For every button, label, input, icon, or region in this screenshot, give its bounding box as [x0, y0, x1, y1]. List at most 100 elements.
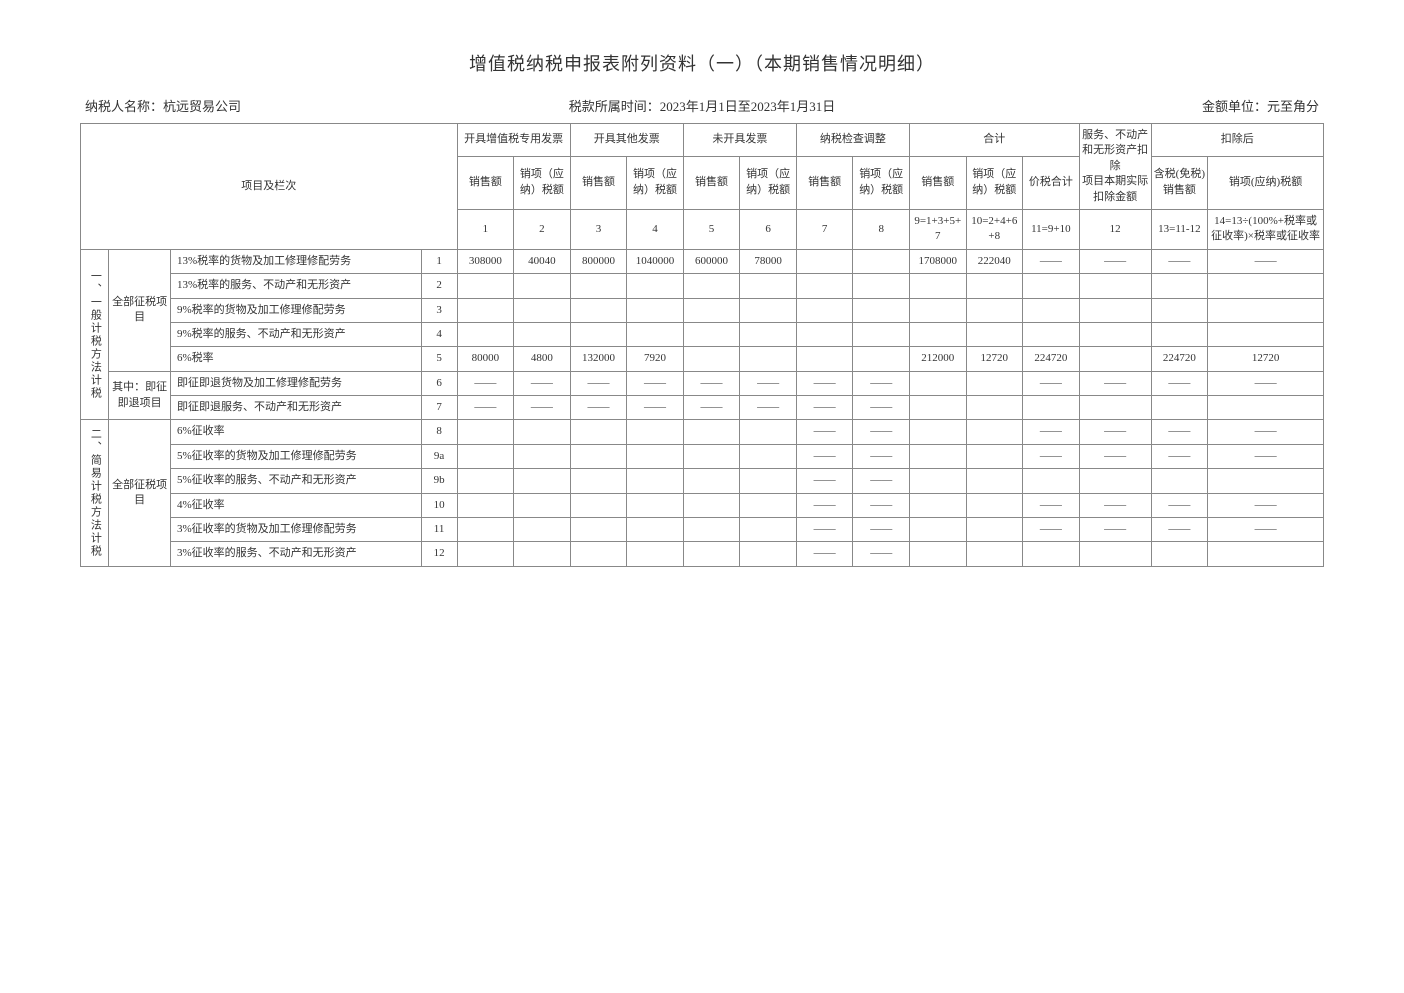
sales-h2: 销售额	[570, 156, 627, 209]
cell	[1151, 274, 1208, 298]
cell: ——	[796, 444, 853, 468]
row-num: 1	[421, 249, 457, 273]
cell	[1079, 322, 1151, 346]
table-row: 其中：即征即退项目 即征即退货物及加工修理修配劳务 6 ————————————…	[81, 371, 1324, 395]
cell: ——	[796, 420, 853, 444]
table-row: 9%税率的服务、不动产和无形资产 4	[81, 322, 1324, 346]
unit-info: 金额单位：元至角分	[908, 96, 1319, 115]
table-row: 一、一般计税方法计税 全部征税项目 13%税率的货物及加工修理修配劳务 1 30…	[81, 249, 1324, 273]
f1: 1	[457, 209, 514, 249]
f10: 10=2+4+6+8	[966, 209, 1023, 249]
cell: ——	[853, 493, 910, 517]
tax-h5: 销项（应纳）税额	[966, 156, 1023, 209]
cell	[683, 322, 740, 346]
cell	[683, 469, 740, 493]
f3: 3	[570, 209, 627, 249]
row-desc: 5%征收率的服务、不动产和无形资产	[170, 469, 421, 493]
cell: ——	[1079, 371, 1151, 395]
cell	[966, 444, 1023, 468]
cell	[740, 542, 797, 566]
tax-h1: 销项（应纳）税额	[514, 156, 571, 209]
f9: 9=1+3+5+7	[909, 209, 966, 249]
row-desc: 即征即退货物及加工修理修配劳务	[170, 371, 421, 395]
cell	[570, 420, 627, 444]
cell	[457, 518, 514, 542]
table-row: 6%税率 5 800004800132000792021200012720224…	[81, 347, 1324, 371]
cell	[514, 542, 571, 566]
cell: ——	[796, 396, 853, 420]
cell	[853, 249, 910, 273]
cell	[909, 444, 966, 468]
cell: ——	[853, 444, 910, 468]
cell	[1151, 542, 1208, 566]
section1-sub2: 其中：即征即退项目	[109, 371, 171, 420]
cell	[966, 542, 1023, 566]
cell: ——	[627, 396, 684, 420]
cell	[514, 518, 571, 542]
cell	[740, 518, 797, 542]
cell: ——	[1023, 420, 1080, 444]
group7-header: 扣除后	[1151, 124, 1323, 157]
cell	[1023, 542, 1080, 566]
sales-h5: 销售额	[909, 156, 966, 209]
cell: ——	[796, 469, 853, 493]
cell: ——	[853, 371, 910, 395]
f6: 6	[740, 209, 797, 249]
cell	[909, 542, 966, 566]
cell	[1208, 542, 1324, 566]
cell: ——	[627, 371, 684, 395]
cell	[683, 518, 740, 542]
cell: ——	[570, 371, 627, 395]
cell	[909, 420, 966, 444]
row-desc: 3%征收率的服务、不动产和无形资产	[170, 542, 421, 566]
f12: 12	[1079, 209, 1151, 249]
period-label: 税款所属时间：	[569, 99, 660, 114]
cell	[966, 469, 1023, 493]
f8: 8	[853, 209, 910, 249]
deduct-header-text: 服务、不动产和无形资产扣除	[1082, 129, 1148, 172]
cell: ——	[1023, 493, 1080, 517]
cell: 7920	[627, 347, 684, 371]
row-desc: 13%税率的货物及加工修理修配劳务	[170, 249, 421, 273]
cell	[1023, 322, 1080, 346]
cell: 308000	[457, 249, 514, 273]
section2-label: 二、简易计税方法计税	[81, 420, 109, 566]
cell: ——	[853, 469, 910, 493]
cell	[740, 274, 797, 298]
cell	[683, 347, 740, 371]
cell: ——	[853, 396, 910, 420]
cell: ——	[514, 396, 571, 420]
row-desc: 3%征收率的货物及加工修理修配劳务	[170, 518, 421, 542]
cell: 224720	[1151, 347, 1208, 371]
f5: 5	[683, 209, 740, 249]
cell	[909, 274, 966, 298]
cell	[853, 298, 910, 322]
cell	[909, 469, 966, 493]
cell: ——	[853, 420, 910, 444]
cell: 800000	[570, 249, 627, 273]
sales-h3: 销售额	[683, 156, 740, 209]
item-col-header: 项目及栏次	[81, 124, 458, 250]
group4-header: 纳税检查调整	[796, 124, 909, 157]
cell	[570, 322, 627, 346]
table-row: 3%征收率的货物及加工修理修配劳务 11 ————————————	[81, 518, 1324, 542]
cell	[1151, 322, 1208, 346]
cell	[909, 371, 966, 395]
cell	[1208, 469, 1324, 493]
cell	[1079, 274, 1151, 298]
cell	[457, 274, 514, 298]
cell: 12720	[1208, 347, 1324, 371]
table-row: 即征即退服务、不动产和无形资产 7 ————————————————	[81, 396, 1324, 420]
cell	[853, 322, 910, 346]
cell: ——	[683, 396, 740, 420]
cell: ——	[1023, 249, 1080, 273]
cell	[514, 469, 571, 493]
cell	[1079, 396, 1151, 420]
row-desc: 9%税率的服务、不动产和无形资产	[170, 322, 421, 346]
cell: 80000	[457, 347, 514, 371]
cell	[909, 298, 966, 322]
row-num: 5	[421, 347, 457, 371]
cell	[740, 347, 797, 371]
row-desc: 即征即退服务、不动产和无形资产	[170, 396, 421, 420]
cell	[909, 518, 966, 542]
